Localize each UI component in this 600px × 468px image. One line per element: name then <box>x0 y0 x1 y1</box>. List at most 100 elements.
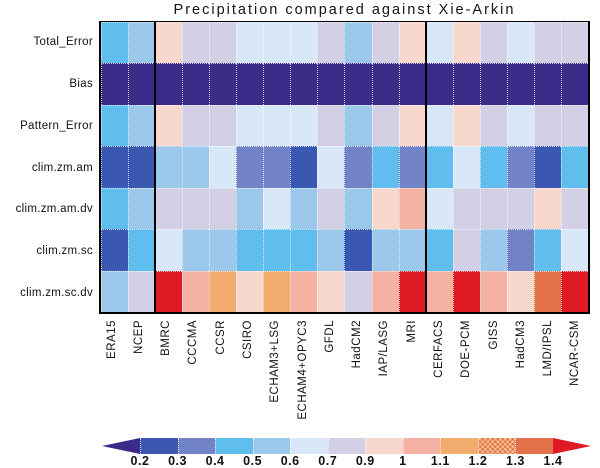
colorbar-tick-label: 0.7 <box>318 454 338 468</box>
colorbar-tick-labels: 0.2 0.3 0.4 0.5 0.6 0.7 0.9 1 1.1 1.2 1.3 1.4 <box>102 454 591 468</box>
heatmap-cell <box>398 146 426 188</box>
heatmap-cell <box>182 270 210 312</box>
heatmap-cell <box>209 104 237 147</box>
heatmap-cell <box>344 270 372 312</box>
column-axis-labels: ERA15 NCEP BMRC CCCMA CCSR CSIRO ECHAM3+LSG ECH… <box>99 320 590 438</box>
heatmap-cell <box>236 104 264 147</box>
heatmap-cell <box>533 63 561 105</box>
heatmap-cell <box>209 229 237 271</box>
row-label: clim.zm.sc.dv <box>20 287 93 300</box>
heatmap-cell <box>290 229 318 271</box>
heatmap-cell <box>479 104 507 147</box>
heatmap-cell <box>344 146 372 188</box>
heatmap-cell <box>479 22 507 64</box>
heatmap-cell <box>560 63 588 105</box>
heatmap-cell <box>479 63 507 105</box>
column-label: NCEP <box>132 320 145 354</box>
heatmap-cell <box>533 229 561 271</box>
colorbar-segment <box>290 438 328 454</box>
row-label: clim.zm.sc <box>36 245 93 258</box>
colorbar-tick-label: 1.2 <box>468 454 488 468</box>
colorbar-segment <box>515 438 554 454</box>
heatmap-cell <box>506 22 534 64</box>
row-label: Bias <box>69 77 93 90</box>
colorbar-segment <box>140 438 178 454</box>
colorbar-left-arrow <box>102 438 140 454</box>
heatmap-cell <box>317 63 345 105</box>
group-separator <box>154 22 157 312</box>
heatmap-cell <box>452 63 480 105</box>
heatmap-cell <box>533 187 561 230</box>
heatmap-cell <box>452 146 480 188</box>
column-label: HadCM2 <box>351 320 364 369</box>
column-label: ECHAM3+LSG <box>269 320 282 403</box>
column-label: CSIRO <box>242 320 255 359</box>
column-label: CERFACS <box>432 320 445 378</box>
heatmap-cell <box>371 104 399 147</box>
heatmap-cell <box>371 229 399 271</box>
heatmap-cell <box>290 270 318 312</box>
colorbar-segment <box>252 438 291 454</box>
heatmap-cell <box>533 270 561 312</box>
heatmap-cell <box>182 104 210 147</box>
heatmap-cell <box>560 187 588 230</box>
heatmap-cell <box>182 187 210 230</box>
colorbar-tick-label: 0.9 <box>355 454 375 468</box>
colorbar-segment <box>215 438 253 454</box>
chart-title: Precipitation compared against Xie-Arkin <box>173 2 516 18</box>
colorbar-tick-label: 0.4 <box>205 454 225 468</box>
heatmap-cell <box>101 146 129 188</box>
heatmap-grid <box>101 22 588 312</box>
heatmap-cell <box>317 229 345 271</box>
heatmap-cell <box>128 63 156 105</box>
heatmap-cell <box>236 146 264 188</box>
heatmap-cell <box>398 229 426 271</box>
row-label: Total_Error <box>33 35 93 48</box>
heatmap-cell <box>155 187 183 230</box>
heatmap-cell <box>317 146 345 188</box>
heatmap-cell <box>425 146 453 188</box>
column-label: GISS <box>487 320 500 350</box>
heatmap-cell <box>506 104 534 147</box>
heatmap-cell <box>371 270 399 312</box>
colorbar-segment <box>365 438 403 454</box>
heatmap-cell <box>101 104 129 147</box>
heatmap-cell <box>506 270 534 312</box>
heatmap-cell <box>560 104 588 147</box>
colorbar-segment <box>440 438 478 454</box>
heatmap-cell <box>317 22 345 64</box>
heatmap-cell <box>290 146 318 188</box>
heatmap-cell <box>425 63 453 105</box>
heatmap-cell <box>290 63 318 105</box>
heatmap-cell <box>263 146 291 188</box>
heatmap-cell <box>263 63 291 105</box>
heatmap-cell <box>236 22 264 64</box>
heatmap-cell <box>101 22 129 64</box>
heatmap-cell <box>155 22 183 64</box>
heatmap-cell <box>344 187 372 230</box>
heatmap-cell <box>344 22 372 64</box>
heatmap-cell <box>290 187 318 230</box>
colorbar-segment <box>327 438 366 454</box>
heatmap-cell <box>425 187 453 230</box>
heatmap-cell <box>452 270 480 312</box>
column-label: LMD/IPSL <box>542 320 555 377</box>
colorbar <box>102 438 592 454</box>
heatmap-cell <box>533 146 561 188</box>
row-label: Pattern_Error <box>20 119 93 132</box>
heatmap-cell <box>452 187 480 230</box>
column-label: GFDL <box>323 320 336 353</box>
heatmap-cell <box>290 104 318 147</box>
heatmap-cell <box>371 187 399 230</box>
heatmap-cell <box>263 187 291 230</box>
heatmap-cell <box>479 187 507 230</box>
column-label: HadCM3 <box>514 320 527 369</box>
heatmap-cell <box>506 187 534 230</box>
heatmap-cell <box>371 146 399 188</box>
heatmap-cell <box>128 104 156 147</box>
colorbar-right-arrow <box>553 438 592 454</box>
heatmap-cell <box>182 146 210 188</box>
group-separator <box>424 22 427 312</box>
heatmap-cell <box>101 187 129 230</box>
heatmap-cell <box>209 63 237 105</box>
